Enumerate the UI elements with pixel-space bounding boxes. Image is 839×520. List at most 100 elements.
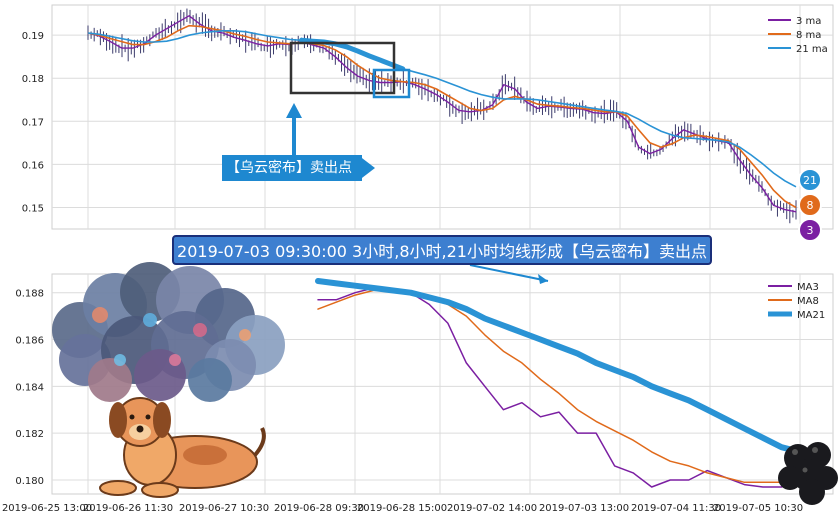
top-chart: 0.15 0.16 0.17 0.18 0.19 3 ma 8 ma 21 ma 21 8 3	[22, 4, 834, 240]
top-legend-label: 21 ma	[796, 44, 828, 55]
cloud-accent	[92, 307, 108, 323]
small-dark-cloud-illustration	[778, 442, 838, 505]
signal-arrow-head	[286, 103, 302, 118]
bottom-legend-label: MA21	[797, 310, 825, 321]
dog-illustration	[99, 397, 266, 498]
bottom-chart-series	[315, 264, 803, 488]
bottom-chart-grid	[51, 273, 834, 495]
dog-eye-right	[145, 414, 151, 420]
bottom-legend-label: MA8	[797, 296, 819, 307]
dog-ear-right	[153, 402, 171, 438]
dog-muzzle	[129, 424, 151, 440]
cloud-accent	[239, 329, 251, 341]
bottom-xtick-label: 2019-07-02 14:00	[447, 503, 537, 514]
series-end-badge-label: 8	[807, 199, 814, 212]
signal-point-box	[372, 68, 411, 99]
bottom-ytick-label: 0.182	[15, 429, 44, 440]
signal-box	[289, 41, 396, 95]
top-plot-area	[51, 4, 834, 230]
cloud-puff	[101, 316, 169, 384]
cloud-puff	[156, 266, 224, 334]
signal-label-arrow	[358, 155, 375, 181]
bottom-xtick-label: 2019-06-27 10:30	[179, 503, 269, 514]
dark-cloud-puff	[799, 479, 825, 505]
cloud-accent	[143, 313, 157, 327]
top-chart-axis: 0.15 0.16 0.17 0.18 0.19	[22, 31, 44, 214]
bottom-ytick-label: 0.186	[15, 336, 44, 347]
storm-cloud-illustration	[52, 262, 285, 402]
cloud-puff	[59, 334, 111, 386]
bottom-series-line	[317, 287, 801, 488]
cloud-puff	[225, 315, 285, 375]
banner-arrow-line	[469, 264, 549, 282]
cloud-puff	[52, 302, 108, 358]
dark-cloud-puff	[792, 459, 824, 491]
dark-cloud-highlight	[792, 449, 798, 455]
dog-paw-right	[141, 482, 179, 498]
bottom-ytick-label: 0.188	[15, 289, 44, 300]
dog-chest	[123, 424, 177, 486]
dog-spot	[183, 445, 227, 465]
top-legend-label: 3 ma	[796, 16, 821, 27]
top-ytick-label: 0.18	[22, 74, 44, 85]
bottom-series-line	[315, 278, 803, 455]
bottom-ytick-label: 0.184	[15, 382, 44, 393]
cloud-accent	[169, 354, 181, 366]
bottom-xtick-label: 2019-06-28 15:00	[357, 503, 447, 514]
cloud-puff	[204, 339, 256, 391]
top-ytick-label: 0.16	[22, 160, 44, 171]
series-end-badge-label: 3	[807, 224, 814, 237]
bottom-xtick-label: 2019-07-04 11:30	[631, 503, 721, 514]
cloud-puff	[83, 273, 147, 337]
dark-cloud-puff	[805, 442, 831, 468]
top-chart-badges: 21 8 3	[798, 168, 822, 240]
dog-body	[132, 435, 258, 489]
bottom-series-line	[317, 289, 801, 484]
cloud-puff	[120, 262, 180, 322]
illustrations	[52, 262, 838, 505]
series-end-badge	[798, 218, 822, 240]
cloud-puff	[188, 358, 232, 402]
dog-eye-left	[129, 414, 135, 420]
series-end-badge-label: 21	[803, 174, 817, 187]
dark-cloud-puff	[814, 466, 838, 490]
top-ma21-highlight	[299, 37, 406, 72]
series-end-badge	[798, 168, 822, 192]
top-series-line	[87, 29, 797, 188]
cloud-accent	[193, 323, 207, 337]
signal-banner: 2019-07-03 09:30:00 3小时,8小时,21小时均线形成【乌云密…	[172, 235, 712, 265]
banner-arrow-head	[538, 274, 548, 284]
dog-tail	[253, 427, 266, 457]
top-chart-grid	[51, 4, 834, 230]
top-ytick-label: 0.17	[22, 117, 44, 128]
cloud-puff	[88, 358, 132, 402]
dog-paw-left	[99, 480, 137, 496]
top-ytick-label: 0.15	[22, 203, 44, 214]
cloud-puff	[195, 288, 255, 348]
cloud-puff	[134, 349, 186, 401]
dark-cloud-puff	[784, 444, 812, 472]
bottom-xtick-label: 2019-06-28 09:30	[274, 503, 364, 514]
top-ytick-label: 0.19	[22, 31, 44, 42]
cloud-accent	[114, 354, 126, 366]
top-series-line	[87, 24, 797, 209]
bottom-ytick-label: 0.180	[15, 476, 44, 487]
top-legend-label: 8 ma	[796, 30, 821, 41]
bottom-chart-legend: MA3 MA8 MA21	[768, 282, 825, 321]
top-chart-series	[87, 14, 797, 213]
bottom-xtick-label: 2019-07-05 10:30	[713, 503, 803, 514]
dark-cloud-puff	[778, 466, 802, 490]
bottom-xtick-label: 2019-06-26 11:30	[83, 503, 173, 514]
top-chart-legend: 3 ma 8 ma 21 ma	[768, 16, 828, 55]
bottom-xtick-label: 2019-07-03 13:00	[539, 503, 629, 514]
dog-nose	[136, 425, 144, 433]
dark-cloud-highlight	[802, 467, 808, 473]
signal-label: 【乌云密布】卖出点	[222, 155, 362, 181]
series-end-badge	[798, 193, 822, 217]
dog-head	[115, 397, 165, 447]
bottom-legend-label: MA3	[797, 282, 819, 293]
bottom-xtick-label: 2019-06-25 13:00	[2, 503, 92, 514]
dark-cloud-highlight	[812, 447, 818, 453]
dog-ear-left	[109, 402, 127, 438]
bottom-chart-axis: 0.180 0.182 0.184 0.186 0.188 2019-06-25 13:0…	[2, 289, 803, 514]
